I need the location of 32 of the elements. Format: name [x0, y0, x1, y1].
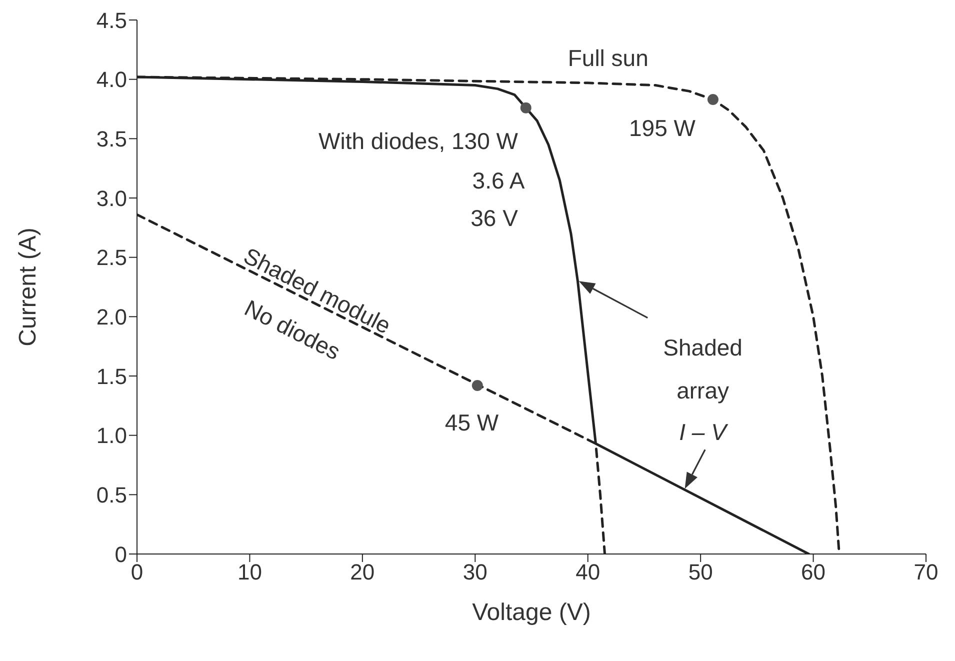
annotation: 45 W: [444, 409, 499, 436]
x-axis-title: Voltage (V): [472, 599, 591, 626]
y-tick-label: 4.5: [96, 8, 127, 33]
annotation: I – V: [679, 418, 730, 445]
annotation: array: [676, 377, 730, 404]
y-tick-label: 3.0: [96, 186, 127, 211]
y-tick-label: 3.5: [96, 126, 127, 152]
x-tick-label: 50: [688, 560, 713, 585]
annotation: 195 W: [629, 115, 696, 142]
point: [472, 380, 483, 391]
x-tick-label: 60: [801, 560, 826, 585]
annotation: With diodes, 130 W: [318, 128, 518, 154]
x-tick-label: 40: [576, 560, 600, 585]
y-tick-label: 2.5: [96, 245, 127, 270]
y-tick-label: 1.5: [96, 364, 127, 389]
y-axis-title: Current (A): [14, 228, 42, 346]
y-tick-label: 0.5: [96, 482, 127, 508]
point: [707, 94, 718, 106]
x-tick-label: 10: [237, 560, 262, 585]
y-tick-label: 4.0: [96, 67, 127, 92]
annotation: 36 V: [470, 205, 519, 232]
x-tick-label: 70: [914, 560, 938, 585]
point: [520, 102, 532, 114]
y-tick-label: 1.0: [96, 423, 127, 448]
x-tick-label: 0: [130, 560, 144, 585]
annotation: Full sun: [568, 45, 648, 72]
annotation: 3.6 A: [472, 167, 526, 194]
y-tick-label: 2.0: [96, 304, 127, 330]
x-tick-label: 30: [462, 560, 488, 585]
annotation: Shaded: [663, 334, 742, 361]
x-tick-label: 20: [350, 560, 375, 585]
y-tick-label: 0: [114, 542, 127, 567]
